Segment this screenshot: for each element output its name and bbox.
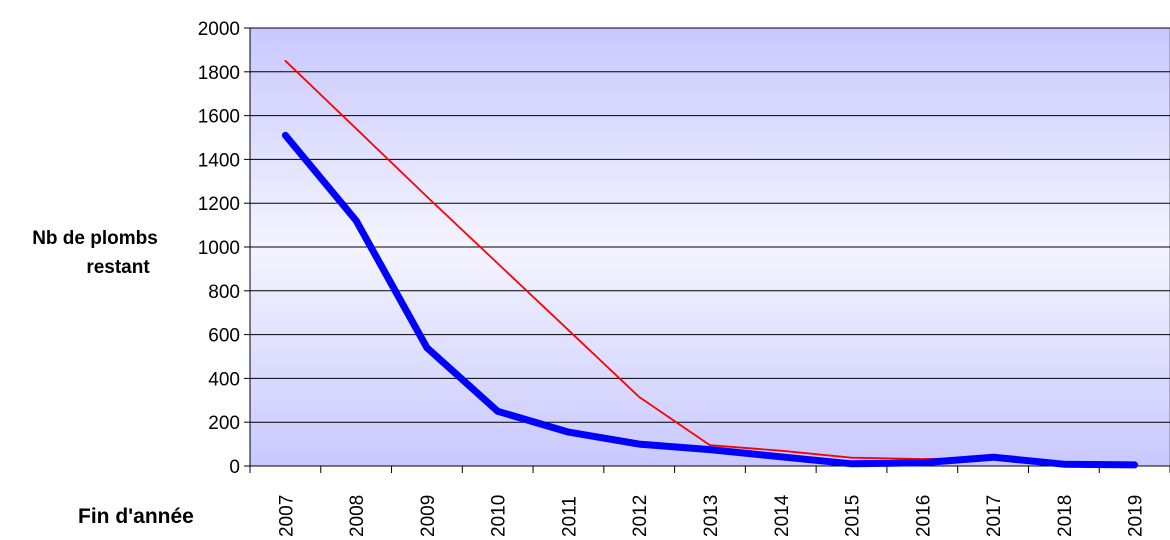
x-axis: 2007 2008 2009 2010 2011 2012 2013 2014 2015 2016…: [249, 465, 1170, 537]
x-tick-label: 2017: [984, 495, 1005, 537]
y-tick-label: 1400: [198, 150, 240, 171]
y-tick-label: 600: [208, 326, 240, 347]
x-tick-label: 2019: [1126, 495, 1147, 537]
y-axis-label-line1: Nb de plombs: [32, 228, 158, 249]
grid-lines: [250, 27, 1170, 423]
x-axis-label: Fin d'année: [78, 505, 194, 528]
series-line-0: [284, 59, 994, 460]
y-tick-label: 800: [208, 282, 240, 303]
x-tick-label: 2013: [701, 495, 722, 537]
series-line-1: [281, 131, 1139, 469]
y-tick-label: 200: [208, 413, 240, 434]
x-tick-label: 2012: [630, 495, 651, 537]
x-tick-label: 2007: [276, 495, 297, 537]
y-tick-label: 1800: [198, 63, 240, 84]
y-tick-label: 2000: [198, 19, 240, 40]
y-axis: 0 200 400 600 800 1000 1200 1400 1600 1800 2000: [198, 19, 251, 478]
x-tick-label: 2011: [559, 496, 580, 537]
y-tick-label: 0: [229, 457, 240, 478]
y-tick-label: 1200: [198, 194, 240, 215]
x-tick-label: 2009: [418, 495, 439, 537]
x-tick-label: 2010: [489, 495, 510, 537]
x-tick-label: 2016: [913, 495, 934, 537]
x-tick-label: 2015: [843, 495, 864, 537]
series-layer: [281, 59, 1139, 469]
x-tick-label: 2018: [1055, 495, 1076, 537]
x-tick-label: 2014: [772, 494, 793, 537]
y-tick-label: 400: [208, 369, 240, 390]
y-axis-label-line2: restant: [86, 257, 150, 278]
y-tick-label: 1000: [198, 238, 240, 259]
y-tick-label: 1600: [198, 107, 240, 128]
x-tick-label: 2008: [347, 495, 368, 537]
